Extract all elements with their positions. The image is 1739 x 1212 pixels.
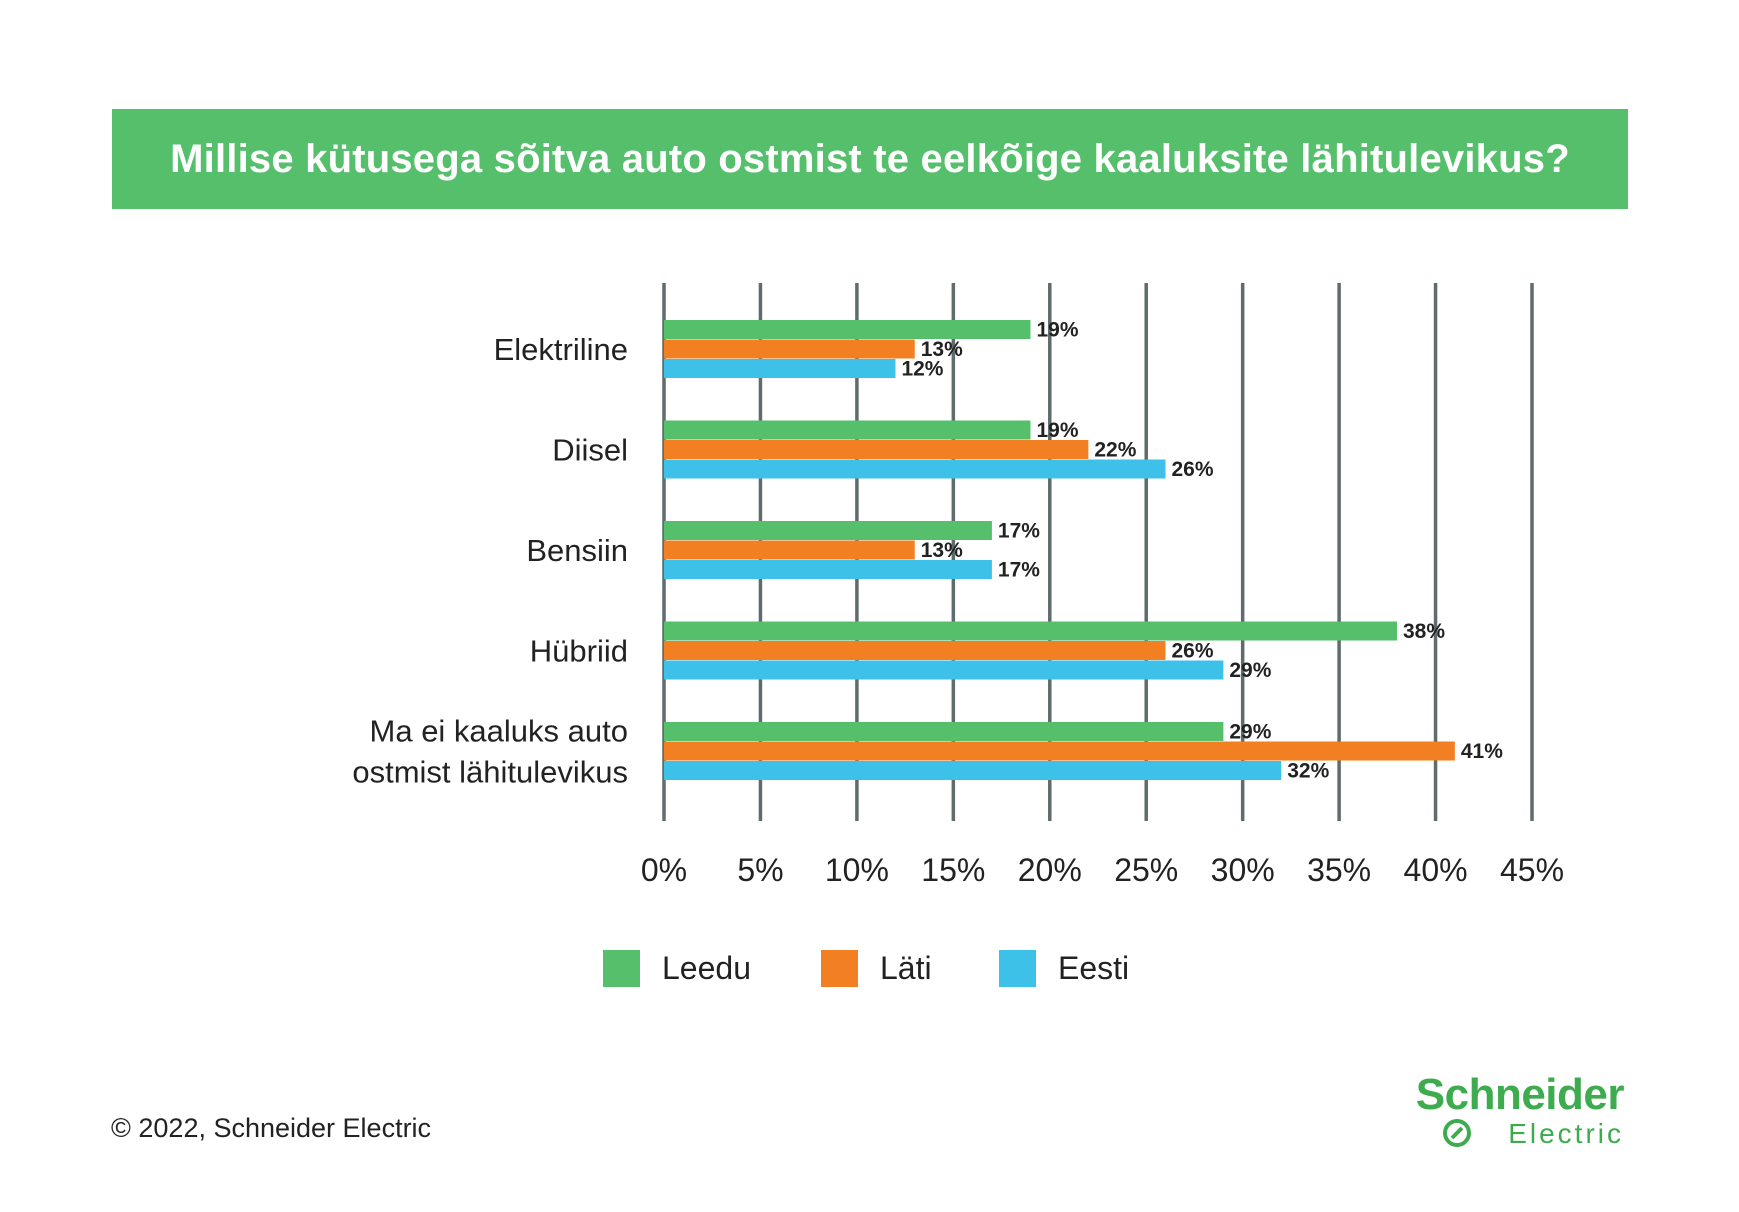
category-label: Hübriid xyxy=(530,634,628,669)
x-tick-label: 15% xyxy=(921,852,985,888)
legend-item-lati: Läti xyxy=(821,950,932,987)
bar-läti xyxy=(664,641,1166,660)
data-label: 29% xyxy=(1229,659,1271,682)
legend-label-lati: Läti xyxy=(880,950,932,986)
category-label: ostmist lähitulevikus xyxy=(352,755,628,790)
data-label: 38% xyxy=(1403,620,1445,643)
legend-swatch-eesti xyxy=(999,950,1036,987)
bar-eesti xyxy=(664,459,1166,479)
data-label: 13% xyxy=(921,338,963,361)
brand-subname: Electric xyxy=(1508,1118,1624,1149)
legend-label-eesti: Eesti xyxy=(1058,950,1130,986)
x-tick-label: 25% xyxy=(1114,852,1178,888)
bar-leedu xyxy=(664,420,1031,440)
bar-läti xyxy=(664,540,915,560)
life-is-on-icon xyxy=(1443,1119,1471,1147)
bar-eesti xyxy=(664,359,896,378)
data-label: 26% xyxy=(1172,458,1214,481)
bar-eesti xyxy=(664,660,1224,680)
data-label: 41% xyxy=(1461,740,1503,763)
category-label: Elektriline xyxy=(494,332,628,367)
chart-title: Millise kütusega sõitva auto ostmist te … xyxy=(170,136,1570,181)
data-label: 22% xyxy=(1094,439,1136,462)
brand-name: Schneider xyxy=(1415,1070,1625,1119)
bar-läti xyxy=(664,440,1089,459)
bar-chart: 0% 5% 10% 15% 20% 25% 30% 35% 40% 45%19%13%12%Ele… xyxy=(352,283,1564,888)
data-label: 32% xyxy=(1287,760,1329,783)
bar-leedu xyxy=(664,722,1224,741)
legend-item-eesti: Eesti xyxy=(999,950,1129,987)
data-label: 17% xyxy=(998,520,1040,543)
data-label: 29% xyxy=(1229,721,1271,744)
category-label: Ma ei kaaluks auto xyxy=(370,714,628,749)
title-banner: Millise kütusega sõitva auto ostmist te … xyxy=(112,109,1628,209)
x-tick-label: 0% xyxy=(641,852,687,888)
legend-label-leedu: Leedu xyxy=(662,950,751,986)
legend-swatch-lati xyxy=(821,950,858,987)
category-label: Bensiin xyxy=(526,533,628,568)
x-tick-label: 45% xyxy=(1500,852,1564,888)
bar-leedu xyxy=(664,521,992,540)
category-label: Diisel xyxy=(552,433,628,468)
bar-läti xyxy=(664,741,1455,761)
bar-läti xyxy=(664,339,915,359)
data-label: 12% xyxy=(901,358,943,381)
bar-eesti xyxy=(664,560,992,579)
legend-item-leedu: Leedu xyxy=(603,950,751,987)
x-tick-label: 20% xyxy=(1018,852,1082,888)
bar-eesti xyxy=(664,761,1282,780)
data-label: 26% xyxy=(1172,640,1214,663)
x-tick-label: 5% xyxy=(737,852,783,888)
bar-leedu xyxy=(664,621,1397,641)
x-tick-label: 35% xyxy=(1307,852,1371,888)
x-tick-label: 40% xyxy=(1404,852,1468,888)
data-label: 19% xyxy=(1036,419,1078,442)
copyright-text: © 2022, Schneider Electric xyxy=(111,1113,432,1143)
x-tick-label: 30% xyxy=(1211,852,1275,888)
legend-swatch-leedu xyxy=(603,950,640,987)
legend: Leedu Läti Eesti xyxy=(0,950,1739,990)
data-label: 19% xyxy=(1036,319,1078,342)
data-label: 13% xyxy=(921,539,963,562)
bar-leedu xyxy=(664,320,1031,339)
data-label: 17% xyxy=(998,559,1040,582)
x-tick-label: 10% xyxy=(825,852,889,888)
schneider-electric-logo: Schneider Electric xyxy=(1380,1070,1630,1150)
